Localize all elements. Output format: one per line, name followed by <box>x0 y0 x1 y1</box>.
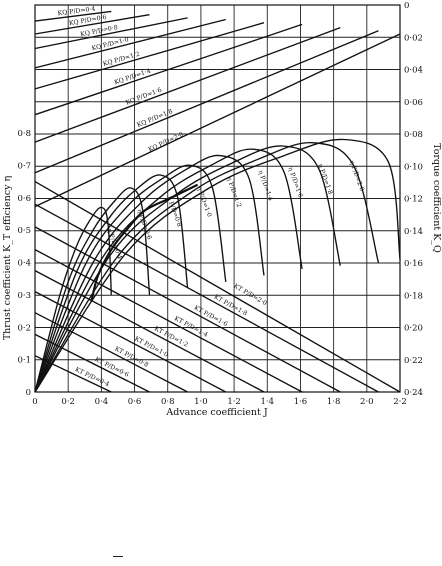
eta-curve-label: η P/D=1·6 <box>286 166 304 198</box>
x-tick-label: 2·0 <box>360 397 374 407</box>
curve-labels: KT P/D=0·4KT P/D=0·6KT P/D=0·8KT P/D=1·0… <box>57 6 365 389</box>
kq-line <box>34 23 303 116</box>
y-right-tick-label: 0·20 <box>404 324 423 334</box>
y-right-tick-label: 0·18 <box>404 291 423 301</box>
kq-line <box>34 18 226 69</box>
x-tick-label: 1·0 <box>194 397 208 407</box>
kt-line <box>34 333 150 393</box>
kt-line <box>34 249 303 393</box>
y-right-tick-label: 0·06 <box>404 98 423 108</box>
x-tick-label: 0·2 <box>61 397 75 407</box>
eta-line <box>34 154 265 393</box>
y-right-tick-label: 0·10 <box>404 162 423 172</box>
eta-curve-label: η P/D=2·0 <box>348 160 366 192</box>
x-tick-label: 1·2 <box>227 397 241 407</box>
x-tick-label: 1·8 <box>327 397 341 407</box>
y-left-tick-label: 0·1 <box>17 356 31 366</box>
kq-curve-label: KQ P/D=0·4 <box>57 6 96 18</box>
kq-line <box>34 10 112 22</box>
y-right-axis-title: Torque coefficient K_Q <box>431 143 442 253</box>
x-tick-label: 0·4 <box>95 397 109 407</box>
optimum-efficiency-line <box>90 183 199 302</box>
x-axis-title: Advance coefficient J <box>165 407 267 418</box>
y-right-tick-label: 0·22 <box>404 356 423 366</box>
eta-line <box>34 138 401 393</box>
y-right-tick-label: 0·14 <box>404 227 423 237</box>
y-right-tick-label: 0·04 <box>404 66 423 76</box>
efficiency-curves <box>34 138 401 393</box>
y-right-tick-label: 0·02 <box>404 33 423 43</box>
eta-curve-label: η P/D=1·4 <box>256 170 274 202</box>
plot-frame <box>34 4 401 393</box>
kt-curve-label: KT P/D=1·8 <box>213 293 249 317</box>
eta-line <box>34 148 303 393</box>
kt-curves <box>34 181 401 393</box>
y-left-tick-label: 0·5 <box>17 226 31 236</box>
y-right-tick-label: 0·24 <box>404 388 423 398</box>
y-left-tick-label: 0·4 <box>17 259 31 269</box>
y-left-tick-label: 0·3 <box>17 291 31 301</box>
x-tick-label: 1·4 <box>261 397 275 407</box>
x-tick-label: 1·6 <box>294 397 308 407</box>
eta-line <box>34 206 112 393</box>
y-left-axis-title: Thrust coefficient K_T efficiency η <box>2 176 13 341</box>
kt-line <box>34 226 341 393</box>
y-right-tick-label: 0 <box>404 1 409 11</box>
kq-line <box>34 14 150 35</box>
kq-line <box>34 33 401 208</box>
kq-line <box>34 30 379 174</box>
x-tick-label: 0 <box>32 397 37 407</box>
y-left-tick-label: 0 <box>26 388 31 398</box>
y-left-tick-label: 0·6 <box>17 194 31 204</box>
y-left-tick-label: 0·8 <box>17 129 31 139</box>
kq-curves <box>34 10 401 208</box>
y-left-tick-label: 0·7 <box>17 161 31 171</box>
y-right-tick-label: 0·08 <box>404 130 423 140</box>
footer-mark <box>113 556 123 558</box>
kq-curve-label: KQ P/D=1·0 <box>91 36 130 52</box>
kt-line <box>34 203 379 393</box>
y-right-tick-label: 0·12 <box>404 195 423 205</box>
kt-line <box>34 181 401 393</box>
x-tick-label: 0·8 <box>161 397 175 407</box>
kq-line <box>34 17 188 50</box>
eta-line <box>34 142 380 393</box>
y-left-tick-label: 0·2 <box>17 323 31 333</box>
eta-curve-label: η P/D=1·0 <box>195 186 213 218</box>
x-tick-label: 2·2 <box>393 397 407 407</box>
eta-line <box>34 174 189 393</box>
kq-line <box>34 26 341 143</box>
y-right-tick-label: 0·16 <box>404 259 423 269</box>
x-tick-label: 0·6 <box>128 397 142 407</box>
kq-line <box>34 22 265 90</box>
kq-curve-label: KQ P/D=2·0 <box>147 131 184 154</box>
kq-curve-label: KQ P/D=1·8 <box>136 108 174 129</box>
eta-line <box>34 164 227 393</box>
grid <box>34 4 401 393</box>
tick-labels: 0 0·2 0·4 0·6 0·8 1·0 1·2 1·4 1·6 1·8 2·0 2·2 0 0·02 0… <box>17 1 422 407</box>
